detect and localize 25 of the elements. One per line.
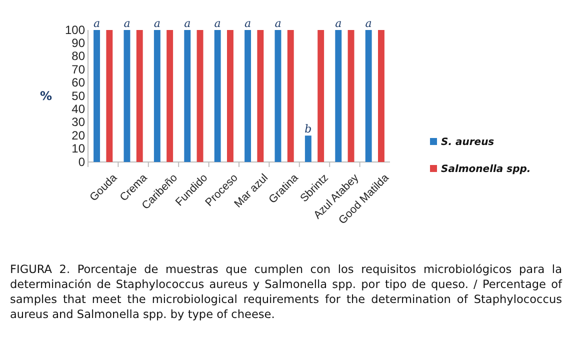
y-tick-label: 80 xyxy=(72,49,86,64)
annotation: a xyxy=(335,17,342,30)
annotation: a xyxy=(94,17,100,30)
y-tick-label: 50 xyxy=(72,88,86,103)
annotation: a xyxy=(184,17,191,30)
y-tick-label: 10 xyxy=(72,142,86,156)
y-tick-label: 100 xyxy=(64,22,86,37)
y-axis-title: % xyxy=(40,89,52,103)
annotation: a xyxy=(274,17,282,30)
y-tick-label: 70 xyxy=(72,62,86,76)
y-tick-label: 60 xyxy=(72,76,86,90)
text: FIGURA 2. Porcentaje de muestras que cumplen con los requisitos microbiológicos para la determinación de Staphylococcus aureus y Salmonella spp. por tipo de queso. / Percentage of samples that meet the microbiological requirements for the determination of Staphylococcus aureus and Salmonella spp. by type of cheese. xyxy=(10,262,562,322)
annotation: b xyxy=(304,122,312,136)
annotation: a xyxy=(244,17,252,30)
annotation: a xyxy=(365,17,372,30)
y-tick-label: 30 xyxy=(72,115,86,130)
annotation: a xyxy=(154,17,160,30)
y-tick-label: 90 xyxy=(72,36,86,50)
y-tick-label: 0 xyxy=(78,154,86,169)
y-tick-label: 20 xyxy=(72,128,86,142)
annotation: a xyxy=(124,17,130,30)
legend-label: S. aureus xyxy=(441,137,494,148)
legend-label: Salmonella spp. xyxy=(441,164,531,175)
annotation: a xyxy=(214,17,221,30)
y-tick-label: 40 xyxy=(72,102,86,116)
